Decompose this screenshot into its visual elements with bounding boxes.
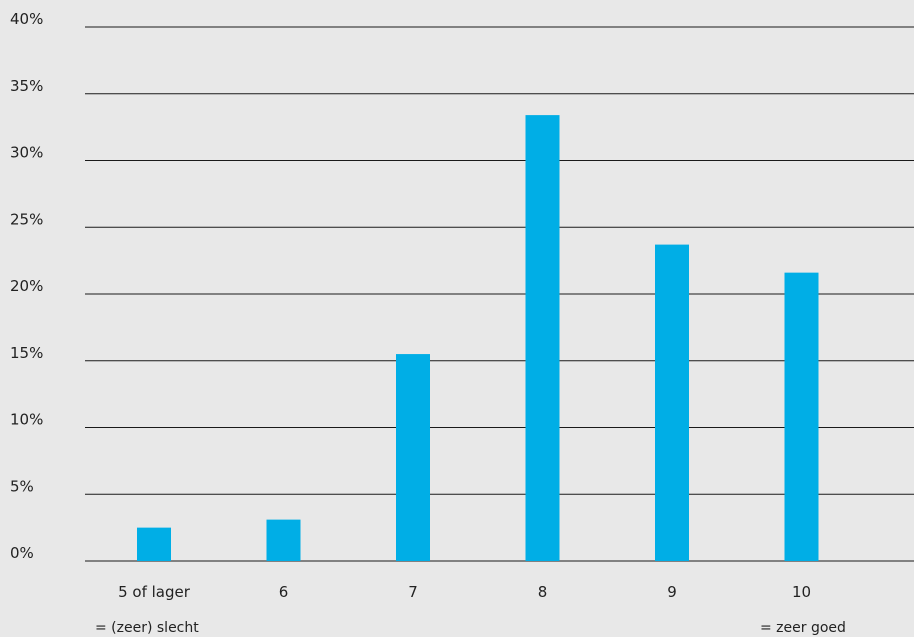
y-tick-label: 40% xyxy=(10,10,43,28)
annotation-right: = zeer goed xyxy=(760,620,846,636)
bars xyxy=(137,115,819,562)
bar xyxy=(525,115,560,562)
gridlines xyxy=(85,26,914,562)
y-tick-label: 25% xyxy=(10,210,43,228)
y-tick-label: 30% xyxy=(10,144,43,162)
bar xyxy=(396,354,430,561)
x-tick-label: 9 xyxy=(667,583,677,601)
y-tick-label: 0% xyxy=(10,544,34,562)
x-tick-label: 8 xyxy=(538,583,548,601)
bar xyxy=(784,272,819,561)
x-tick-label: 7 xyxy=(408,583,418,601)
y-tick-label: 20% xyxy=(10,277,43,295)
annotation-left: = (zeer) slecht xyxy=(95,620,199,636)
y-tick-label: 10% xyxy=(10,411,43,429)
y-axis-tick-labels: 0% 5% 10% 15% 20% 25% 30% 35% 40% xyxy=(10,10,43,562)
bar xyxy=(655,244,689,562)
y-tick-label: 15% xyxy=(10,344,43,362)
x-axis-tick-labels: 5 of lager 6 7 8 9 10 xyxy=(118,583,811,601)
bar xyxy=(137,527,171,561)
y-tick-label: 5% xyxy=(10,477,34,495)
x-tick-label: 10 xyxy=(792,583,811,601)
y-tick-label: 35% xyxy=(10,77,43,95)
x-tick-label: 5 of lager xyxy=(118,583,191,601)
bar xyxy=(266,519,301,561)
x-tick-label: 6 xyxy=(279,583,289,601)
